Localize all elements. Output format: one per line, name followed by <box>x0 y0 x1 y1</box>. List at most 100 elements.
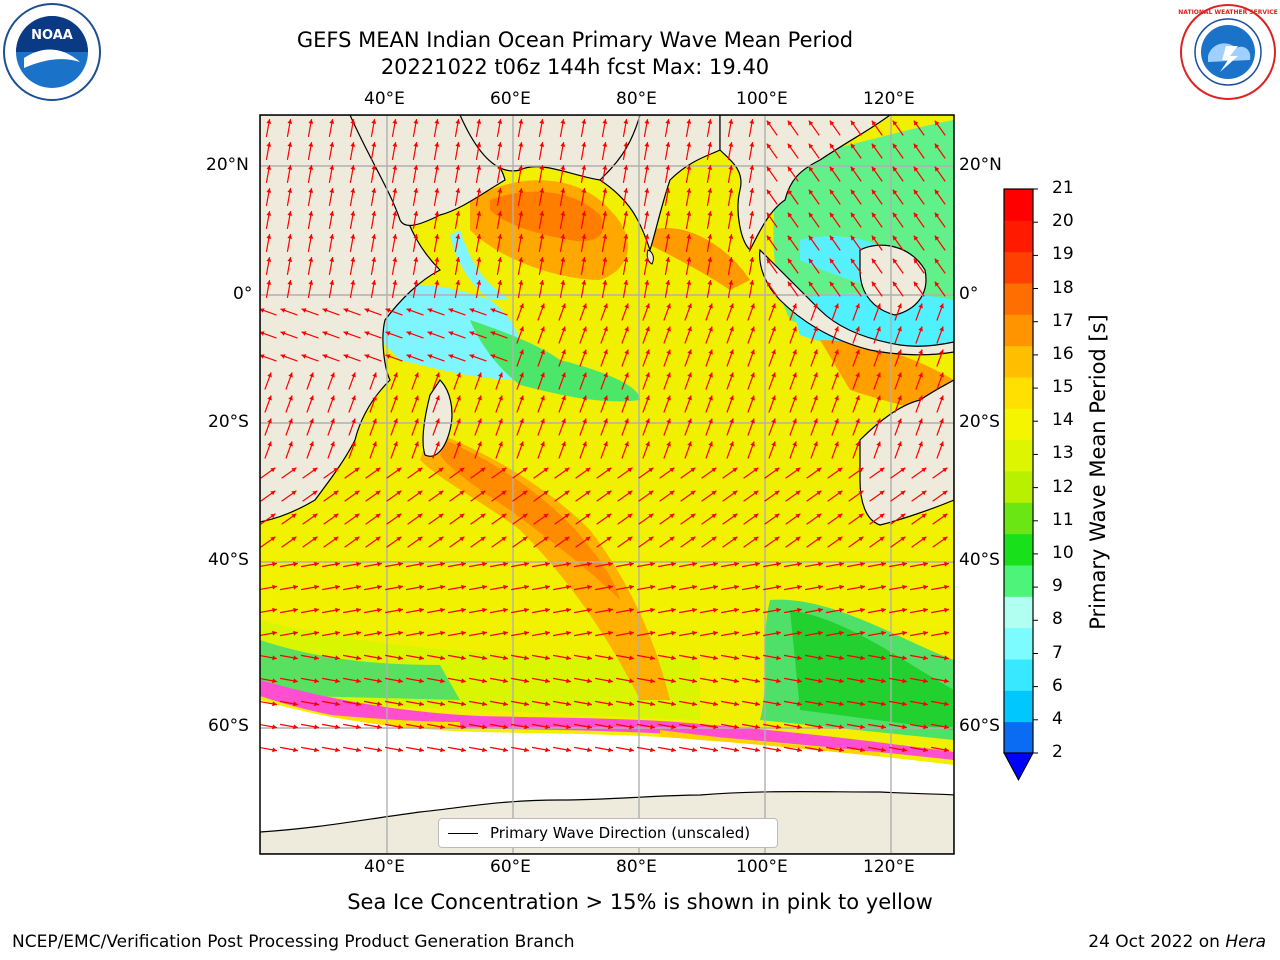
wave-arrow-head <box>518 257 524 262</box>
colorbar <box>1003 188 1038 782</box>
wave-arrow-head <box>734 655 739 661</box>
wave-arrow-head <box>728 234 734 239</box>
wave-arrow-head <box>942 513 948 519</box>
wave-arrow-head <box>371 280 377 285</box>
wave-arrow-head <box>708 326 713 332</box>
wave-arrow-head <box>808 281 814 287</box>
wave-arrow-head <box>753 513 759 519</box>
wave-arrow-head <box>440 724 445 730</box>
wave-arrow-head <box>797 561 802 567</box>
wave-arrow-head <box>708 441 713 447</box>
wave-arrow-head <box>560 165 566 170</box>
wave-arrow-head <box>260 354 265 359</box>
wave-arrow-head <box>687 395 692 401</box>
wave-arrow-head <box>792 372 797 378</box>
wave-arrow-head <box>834 372 839 378</box>
wave-arrow-head <box>771 326 776 332</box>
wave-arrow-head <box>766 143 772 149</box>
wave-arrow-head <box>543 513 549 519</box>
wave-arrow-head <box>564 513 570 519</box>
wave-arrow-head <box>644 280 650 285</box>
wave-arrow-head <box>603 303 608 309</box>
wave-arrow-head <box>333 490 339 496</box>
wave-arrow-head <box>892 212 898 218</box>
wave-arrow-head <box>771 418 776 424</box>
wave-arrow-head <box>606 536 612 542</box>
wave-arrow-head <box>498 418 503 424</box>
lon-label-top-120: 120°E <box>863 89 915 109</box>
wave-arrow-head <box>776 724 781 730</box>
wave-arrow-head <box>603 326 608 332</box>
wave-arrow-head <box>797 701 802 707</box>
wave-arrow-head <box>561 326 566 332</box>
wave-arrow-head <box>734 630 739 636</box>
wave-arrow-head <box>839 584 844 590</box>
wave-arrow-head <box>585 513 591 519</box>
wave-arrow-head <box>440 607 445 613</box>
wave-arrow-head <box>356 607 361 613</box>
wave-arrow-head <box>602 257 608 262</box>
wave-arrow-head <box>354 513 360 519</box>
wave-arrow-head <box>438 513 444 519</box>
wave-arrow-head <box>608 655 613 661</box>
wave-arrow-head <box>335 630 340 636</box>
wave-arrow-head <box>602 234 608 239</box>
wave-arrow-head <box>280 308 286 313</box>
wave-arrow-head <box>650 607 655 613</box>
wave-arrow-head <box>666 418 671 424</box>
wave-arrow-head <box>713 747 718 753</box>
wave-arrow-head <box>503 584 508 590</box>
lon-label-bottom-80: 80°E <box>616 857 657 877</box>
wave-arrow-head <box>385 354 391 359</box>
wave-arrow-head <box>858 467 864 473</box>
wave-arrow-head <box>665 280 671 285</box>
wave-arrow-head <box>413 211 419 216</box>
wave-arrow-head <box>438 490 444 496</box>
wave-arrow-head <box>392 280 398 285</box>
wave-arrow-head <box>291 536 297 542</box>
wave-arrow-head <box>834 418 839 424</box>
wave-arrow-head <box>413 257 419 262</box>
wave-arrow-head <box>839 724 844 730</box>
wave-arrow-head <box>414 372 419 378</box>
wave-arrow-head <box>766 120 772 126</box>
wave-arrow-head <box>881 584 886 590</box>
colorbar-tick-label: 21 <box>1052 178 1074 198</box>
wave-arrow-head <box>455 280 461 285</box>
wave-arrow-head <box>518 188 524 193</box>
colorbar-segment <box>1004 439 1033 472</box>
wave-arrow-head <box>503 747 508 753</box>
wave-arrow-head <box>944 701 949 707</box>
wave-arrow-head <box>881 630 886 636</box>
wave-arrow-head <box>707 165 713 170</box>
wave-arrow-head <box>560 234 566 239</box>
wave-arrow-head <box>587 607 592 613</box>
wave-arrow-head <box>564 536 570 542</box>
wave-arrow-head <box>818 607 823 613</box>
wave-arrow-head <box>314 561 319 567</box>
wave-arrow-head <box>650 584 655 590</box>
wave-arrow-head <box>329 280 335 285</box>
wave-arrow-head <box>375 467 381 473</box>
wave-arrow-head <box>372 372 377 378</box>
wave-arrow-head <box>603 441 608 447</box>
wave-arrow-head <box>266 257 272 262</box>
wave-arrow-head <box>749 165 755 170</box>
wave-arrow-head <box>440 561 445 567</box>
wave-arrow-head <box>314 607 319 613</box>
wave-arrow-head <box>456 418 461 424</box>
wave-arrow-head <box>766 189 772 195</box>
wave-arrow-head <box>829 189 835 195</box>
wave-arrow-head <box>350 165 356 170</box>
colorbar-tick-label: 6 <box>1052 675 1063 696</box>
wave-arrow-head <box>351 418 356 424</box>
wave-arrow-head <box>816 467 822 473</box>
lon-label-bottom-120: 120°E <box>863 857 915 877</box>
wave-arrow-head <box>776 630 781 636</box>
wave-arrow-head <box>335 701 340 707</box>
wave-arrow-head <box>892 189 898 195</box>
wave-arrow-head <box>308 280 314 285</box>
wave-arrow-head <box>645 326 650 332</box>
wave-arrow-head <box>287 119 293 124</box>
wave-arrow-head <box>686 119 692 124</box>
